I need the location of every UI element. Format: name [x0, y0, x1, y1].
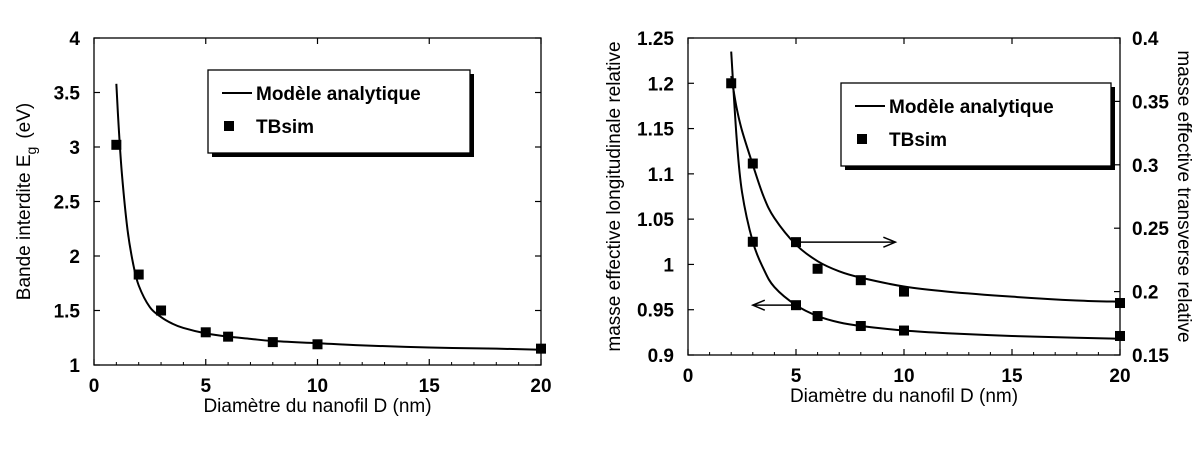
data-point-marker	[200, 327, 211, 338]
legend-label: TBsim	[889, 130, 947, 151]
y-tick-label: 2	[69, 247, 80, 268]
y-axis-label: masse effective longitudinale relative	[604, 41, 625, 351]
x-tick-label: 0	[89, 376, 100, 397]
data-point-marker	[899, 325, 909, 336]
x-tick-label: 20	[530, 376, 551, 397]
y-tick-label: 2.5	[54, 193, 81, 214]
data-point-marker	[855, 275, 866, 286]
data-point-marker	[1115, 330, 1125, 341]
legend-label: Modèle analytique	[889, 97, 1054, 118]
y-tick-label: 1.2	[648, 74, 674, 95]
series-group	[111, 83, 546, 354]
y-tick-label: 0.9	[648, 346, 674, 367]
chart-right: 0 5 10 15 20 0.9 0.95 1 1.05 1.1 1.15 1.2 1.25 0.15 0.…	[604, 29, 1194, 407]
data-point-marker	[267, 337, 278, 348]
x-tick-label: 5	[791, 366, 802, 387]
legend-marker-swatch	[224, 121, 234, 131]
x-axis-label: Diamètre du nanofil D (nm)	[203, 396, 431, 417]
legend-label: Modèle analytique	[256, 84, 421, 105]
series-line	[115, 83, 542, 351]
legend-box	[207, 69, 471, 154]
y2-axis-label: masse effective transverse relative	[1173, 50, 1194, 342]
x-tick-label: 5	[200, 376, 211, 397]
y-axis-label: Bande interdite Eg (eV)	[14, 103, 39, 300]
series-line	[730, 75, 1121, 303]
annotation-arrowhead	[883, 236, 898, 248]
chart-left: 0 5 10 15 20 1 1.5 2 2.5 3 3.5 4 Diamètre du nanofil…	[14, 29, 552, 417]
annotation-arrowhead	[750, 299, 766, 311]
x-tick-label: 15	[419, 376, 441, 397]
y2-tick-label: 0.25	[1132, 219, 1169, 240]
y-tick-label: 1.15	[637, 120, 674, 141]
data-point-marker	[812, 263, 823, 274]
y-tick-label: 1.25	[637, 29, 674, 50]
y-tick-label: 4	[69, 29, 80, 50]
y-tick-label: 3	[69, 138, 80, 159]
data-point-marker	[726, 78, 737, 89]
legend: Modèle analytique TBsim	[207, 69, 474, 157]
y-axis-label-text: Bande interdite E	[14, 154, 35, 300]
x-tick-label: 0	[683, 366, 694, 387]
data-point-marker	[899, 286, 909, 297]
y-tick-label: 1.05	[637, 210, 674, 231]
legend-marker-swatch	[857, 134, 867, 144]
data-point-marker	[855, 321, 866, 332]
legend-box	[840, 82, 1112, 167]
y2-tick-label: 0.4	[1132, 29, 1159, 50]
x-axis-label: Diamètre du nanofil D (nm)	[790, 386, 1018, 407]
y2-tick-label: 0.15	[1132, 346, 1169, 367]
y-tick-label: 3.5	[54, 84, 81, 105]
x-tick-label: 10	[893, 366, 914, 387]
data-point-marker	[133, 269, 144, 280]
data-point-marker	[747, 236, 758, 247]
x-tick-label: 10	[307, 376, 328, 397]
y-axis-label-unit: (eV)	[14, 103, 35, 139]
y2-tick-label: 0.35	[1132, 92, 1169, 113]
data-point-marker	[223, 331, 234, 342]
y-tick-label: 1	[663, 255, 674, 276]
data-point-marker	[111, 139, 122, 150]
y-axis-label-subscript: g	[23, 147, 39, 155]
x-tick-label: 15	[1001, 366, 1023, 387]
data-point-marker	[156, 305, 167, 316]
data-point-marker	[1115, 298, 1125, 309]
y2-tick-label: 0.3	[1132, 156, 1158, 177]
y-tick-label: 1.5	[54, 302, 81, 323]
data-point-marker	[536, 343, 546, 354]
data-point-marker	[812, 311, 823, 322]
x-tick-label: 20	[1109, 366, 1130, 387]
y-tick-label: 1.1	[648, 165, 675, 186]
y2-tick-label: 0.2	[1132, 283, 1158, 304]
data-point-marker	[312, 339, 323, 350]
y-tick-label: 0.95	[637, 301, 674, 322]
y-tick-label: 1	[69, 356, 80, 377]
legend: Modèle analytique TBsim	[840, 82, 1115, 170]
data-point-marker	[747, 158, 758, 169]
legend-label: TBsim	[256, 117, 314, 138]
y-axis-label-text: masse effective longitudinale relative	[604, 41, 625, 351]
series-group	[726, 51, 1125, 341]
